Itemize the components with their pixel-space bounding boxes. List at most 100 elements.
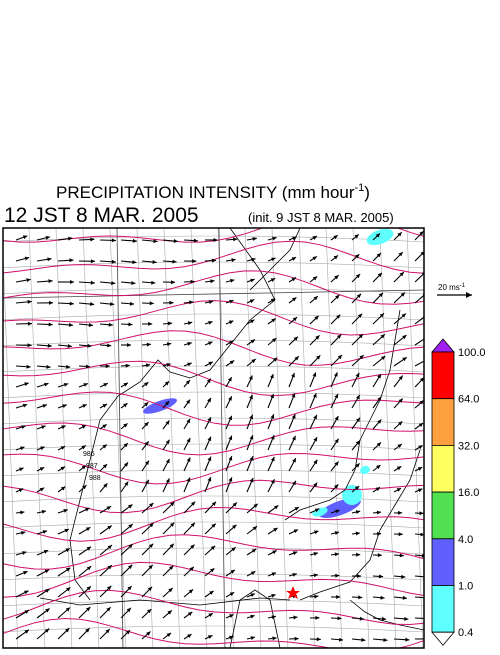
arrow-head <box>169 301 173 305</box>
arrow-head <box>399 532 403 536</box>
isobar <box>0 392 440 425</box>
arrow-head <box>357 574 361 578</box>
colorbar-band <box>432 445 454 492</box>
isobar-label: 986 <box>83 451 95 458</box>
arrow-head <box>192 259 196 263</box>
arrow-head <box>49 301 53 305</box>
arrow-head <box>317 637 321 641</box>
longitude-line <box>164 228 180 650</box>
arrow-head <box>123 403 127 407</box>
arrow-head <box>358 595 362 599</box>
domain-line <box>219 228 225 650</box>
precip-area <box>141 395 178 417</box>
arrow-head <box>28 322 32 326</box>
longitude-line <box>407 228 423 650</box>
isobar <box>0 241 440 273</box>
arrow-head <box>356 418 360 423</box>
arrow-head <box>27 365 31 369</box>
arrow-head <box>251 636 255 640</box>
title: PRECIPITATION INTENSITY (mm hour-1) <box>56 182 370 202</box>
colorbar-band <box>432 352 454 399</box>
colorbar-label: 16.0 <box>458 487 479 499</box>
arrow-head <box>151 281 155 285</box>
arrow-head <box>127 343 131 347</box>
arrow-head <box>233 237 237 241</box>
arrow-head <box>91 281 95 285</box>
latitude-line <box>0 600 424 606</box>
valid-time: 12 JST 8 MAR. 2005 <box>4 204 199 227</box>
arrow-head <box>229 636 233 640</box>
arrow-head <box>42 510 46 514</box>
isobar-label: 988 <box>89 475 101 482</box>
arrow-head <box>425 596 429 600</box>
arrow-head <box>335 531 339 535</box>
colorbar: 100.064.032.016.04.01.00.4 <box>432 339 486 645</box>
arrow-head <box>21 531 25 535</box>
wind-scale-arrow <box>437 292 472 298</box>
arrow-head <box>167 342 171 346</box>
colorbar-label: 0.4 <box>458 627 473 639</box>
wind-scale-label: 20 ms-1 <box>438 283 466 292</box>
wind-arrow <box>415 314 428 324</box>
colorbar-label: 4.0 <box>458 534 473 546</box>
arrow-head <box>91 259 95 263</box>
arrow-head <box>150 301 154 305</box>
precip-area <box>359 465 371 476</box>
colorbar-label: 64.0 <box>458 394 479 406</box>
isobar <box>0 454 440 484</box>
latitude-line <box>0 626 424 632</box>
arrow-head <box>404 617 408 621</box>
wind-arrow <box>415 337 428 346</box>
arrow-head <box>69 258 73 262</box>
wind-arrow <box>415 359 428 366</box>
arrow-head <box>43 404 47 408</box>
colorbar-max <box>432 339 454 352</box>
station-star <box>286 586 300 599</box>
colorbar-band <box>432 539 454 586</box>
arrow-head <box>128 322 132 326</box>
init-time: (init. 9 JST 8 MAR. 2005) <box>248 210 394 225</box>
arrow-head <box>172 260 176 264</box>
isobar <box>0 619 440 651</box>
arrow-head <box>398 511 402 515</box>
arrow-head <box>46 236 50 240</box>
arrow-head <box>378 553 382 557</box>
arrow-head <box>70 302 74 306</box>
isobar <box>0 590 440 624</box>
longitude-line <box>137 228 153 650</box>
arrow-head <box>112 238 116 242</box>
arrow-head <box>26 278 30 282</box>
arrow-head <box>109 323 113 327</box>
arrow-head <box>25 630 29 634</box>
isobar <box>0 331 440 366</box>
longitude-line <box>299 228 315 650</box>
arrow-head <box>314 530 318 534</box>
arrow-head <box>360 617 364 621</box>
arrow-head <box>420 511 424 515</box>
arrow-head <box>293 616 297 620</box>
arrow-head <box>41 425 45 429</box>
arrow-head <box>63 509 67 513</box>
wind-arrow <box>415 618 430 619</box>
arrow-head <box>315 616 319 620</box>
arrow-head <box>130 302 134 306</box>
arrow-head <box>339 638 343 642</box>
arrow-head <box>107 343 111 347</box>
arrow-head <box>356 510 360 514</box>
isobar <box>0 562 440 597</box>
arrow-head <box>335 574 339 578</box>
arrow-head <box>148 322 152 326</box>
colorbar-label: 1.0 <box>458 581 473 593</box>
arrow-head <box>427 637 431 641</box>
arrow-head <box>48 344 52 348</box>
arrow-head <box>251 340 256 344</box>
wind-arrow <box>415 597 429 598</box>
colorbar-label: 32.0 <box>458 440 479 452</box>
longitude-line <box>272 228 288 650</box>
arrow-head <box>253 237 257 241</box>
arrow-head <box>171 280 175 284</box>
colorbar-band <box>432 399 454 446</box>
arrow-head <box>214 238 218 242</box>
